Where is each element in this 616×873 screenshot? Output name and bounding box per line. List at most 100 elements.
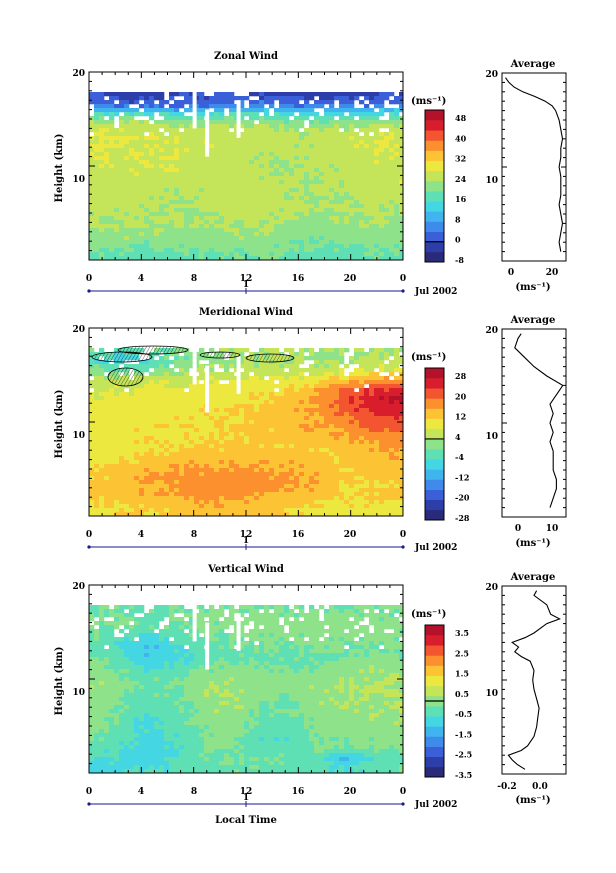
heatmap-cell <box>389 440 395 445</box>
heatmap-cell <box>324 452 330 457</box>
heatmap-cell <box>249 464 255 469</box>
heatmap-cell <box>224 376 230 381</box>
heatmap-cell <box>324 476 330 481</box>
heatmap-cell <box>234 192 240 197</box>
heatmap-cell <box>169 188 175 193</box>
heatmap-cell <box>119 496 125 501</box>
heatmap-cell <box>364 188 370 193</box>
heatmap-cell <box>219 456 225 461</box>
colorbar-tick-label: 32 <box>455 154 466 164</box>
heatmap-cell <box>264 212 270 217</box>
heatmap-cell <box>234 480 240 485</box>
heatmap-cell <box>274 92 280 97</box>
heatmap-cell <box>284 448 290 453</box>
heatmap-cell <box>389 112 395 117</box>
heatmap-cell <box>149 160 155 165</box>
heatmap-cell <box>384 176 390 181</box>
heatmap-cell <box>229 456 235 461</box>
heatmap-cell <box>379 448 385 453</box>
heatmap-cell <box>324 248 330 253</box>
heatmap-cell <box>279 428 285 433</box>
heatmap-cell <box>279 412 285 417</box>
heatmap-cell <box>344 404 350 409</box>
heatmap-cell <box>284 108 290 113</box>
heatmap-cell <box>344 436 350 441</box>
heatmap-cell <box>369 108 375 113</box>
heatmap-cell <box>374 248 380 253</box>
heatmap-cell <box>214 192 220 197</box>
heatmap-cell <box>299 436 305 441</box>
heatmap-cell <box>199 424 205 429</box>
heatmap-cell <box>319 176 325 181</box>
heatmap-cell <box>314 160 320 165</box>
heatmap-cell <box>109 208 115 213</box>
heatmap-cell <box>254 476 260 481</box>
heatmap-cell <box>269 148 275 153</box>
heatmap-cell <box>129 232 135 237</box>
heatmap-cell <box>329 172 335 177</box>
heatmap-cell <box>374 484 380 489</box>
heatmap-cell <box>239 380 245 385</box>
heatmap-cell <box>114 188 120 193</box>
heatmap-cell <box>299 152 305 157</box>
heatmap-cell <box>94 172 100 177</box>
heatmap-cell <box>119 400 125 405</box>
heatmap-cell <box>159 256 165 261</box>
heatmap-cell <box>199 200 205 205</box>
heatmap-cell <box>134 164 140 169</box>
heatmap-cell <box>209 132 215 137</box>
heatmap-cell <box>174 360 180 365</box>
heatmap-cell <box>139 172 145 177</box>
heatmap-cell <box>99 116 105 121</box>
heatmap-cell <box>269 164 275 169</box>
heatmap-cell <box>114 212 120 217</box>
heatmap-cell <box>169 220 175 225</box>
heatmap-cell <box>164 424 170 429</box>
heatmap-cell <box>294 392 300 397</box>
heatmap-cell <box>219 112 225 117</box>
heatmap-cell <box>299 348 305 353</box>
heatmap-cell <box>264 448 270 453</box>
heatmap-cell <box>294 252 300 257</box>
heatmap-cell <box>184 100 190 105</box>
heatmap-cell <box>89 356 95 361</box>
heatmap-cell <box>179 408 185 413</box>
heatmap-cell <box>274 472 280 477</box>
heatmap-cell <box>344 136 350 141</box>
heatmap-cell <box>274 212 280 217</box>
heatmap-cell <box>309 456 315 461</box>
heatmap-cell <box>369 376 375 381</box>
heatmap-cell <box>344 216 350 221</box>
heatmap-cell <box>109 128 115 133</box>
heatmap-cell <box>299 484 305 489</box>
heatmap-cell <box>389 348 395 353</box>
heatmap-cell <box>389 400 395 405</box>
heatmap-cell <box>244 164 250 169</box>
heatmap-cell <box>354 464 360 469</box>
heatmap-cell <box>204 176 210 181</box>
heatmap-cell <box>279 476 285 481</box>
heatmap-cell <box>164 436 170 441</box>
heatmap-cell <box>294 484 300 489</box>
heatmap-cell <box>159 136 165 141</box>
heatmap-cell <box>194 140 200 145</box>
heatmap-cell <box>309 228 315 233</box>
heatmap-cell <box>369 188 375 193</box>
heatmap-cell <box>169 92 175 97</box>
heatmap-cell <box>139 380 145 385</box>
heatmap-cell <box>264 92 270 97</box>
heatmap-cell <box>229 408 235 413</box>
heatmap-cell <box>94 248 100 253</box>
heatmap-cell <box>264 480 270 485</box>
heatmap-cell <box>354 492 360 497</box>
heatmap-cell <box>139 212 145 217</box>
heatmap-cell <box>299 456 305 461</box>
heatmap-cell <box>189 196 195 201</box>
heatmap-cell <box>234 96 240 101</box>
heatmap-cell <box>344 476 350 481</box>
heatmap-cell <box>274 444 280 449</box>
heatmap-cell <box>174 136 180 141</box>
heatmap-cell <box>369 464 375 469</box>
heatmap-cell <box>359 196 365 201</box>
heatmap-cell <box>269 224 275 229</box>
